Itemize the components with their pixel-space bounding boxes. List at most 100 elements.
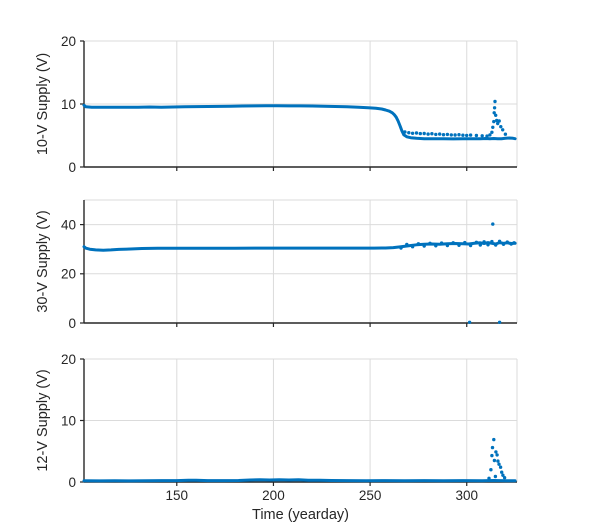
y-tick-label: 0 bbox=[68, 316, 76, 331]
data-point bbox=[428, 241, 432, 245]
data-point bbox=[488, 133, 492, 137]
data-point bbox=[492, 437, 496, 442]
data-point bbox=[445, 132, 450, 137]
data-point bbox=[503, 132, 508, 136]
data-point bbox=[491, 222, 495, 226]
data-point bbox=[468, 133, 473, 137]
data-point bbox=[494, 243, 498, 247]
data-point bbox=[497, 119, 501, 123]
data-point bbox=[498, 465, 503, 469]
data-point bbox=[494, 450, 498, 454]
subplot-30v-supply: 0 20 40 bbox=[61, 199, 518, 331]
data-point bbox=[468, 243, 473, 248]
data-point bbox=[478, 243, 482, 247]
data-point bbox=[438, 132, 442, 136]
data-point bbox=[490, 130, 494, 134]
data-point bbox=[405, 242, 409, 247]
data-point bbox=[434, 132, 438, 137]
data-point bbox=[407, 131, 411, 135]
data-point bbox=[451, 241, 455, 245]
data-point bbox=[493, 99, 497, 104]
y-axis-label-10v: 10-V Supply (V) bbox=[35, 53, 51, 155]
data-point bbox=[422, 131, 426, 136]
data-point bbox=[493, 474, 498, 479]
data-point bbox=[416, 242, 421, 246]
data-point bbox=[403, 130, 407, 134]
data-line bbox=[82, 241, 517, 252]
data-point bbox=[426, 132, 430, 136]
data-point bbox=[414, 131, 419, 135]
data-point bbox=[486, 243, 490, 247]
data-point bbox=[465, 133, 469, 138]
x-tick-label: 300 bbox=[455, 488, 478, 503]
data-point bbox=[492, 119, 496, 124]
data-point bbox=[399, 246, 403, 250]
data-point bbox=[480, 134, 484, 138]
subplot-12v-supply: 150 200 250 300 0 10 20 bbox=[61, 352, 518, 503]
y-axis-label-30v: 30-V Supply (V) bbox=[35, 210, 51, 312]
data-point bbox=[482, 240, 486, 244]
y-tick-label: 0 bbox=[68, 475, 76, 490]
data-point bbox=[490, 445, 495, 450]
data-point bbox=[487, 476, 491, 480]
data-point bbox=[422, 244, 426, 248]
data-point bbox=[501, 242, 506, 246]
data-line bbox=[82, 103, 517, 141]
data-point bbox=[500, 470, 504, 474]
data-point bbox=[489, 468, 493, 472]
data-point bbox=[410, 245, 415, 249]
data-point bbox=[434, 244, 438, 248]
data-point bbox=[501, 128, 505, 132]
data-point bbox=[492, 111, 496, 115]
data-line bbox=[82, 478, 517, 483]
data-point bbox=[410, 131, 415, 135]
subplot-10v-supply: 0 10 20 bbox=[61, 34, 518, 175]
data-point bbox=[499, 125, 503, 129]
data-point bbox=[496, 459, 500, 463]
data-point bbox=[467, 320, 472, 324]
data-point bbox=[494, 113, 498, 118]
data-point bbox=[496, 121, 500, 126]
data-point bbox=[502, 476, 507, 480]
x-tick-label: 250 bbox=[359, 488, 382, 503]
y-tick-label: 20 bbox=[61, 267, 76, 282]
y-tick-label: 20 bbox=[61, 352, 76, 367]
data-point bbox=[491, 125, 495, 129]
data-point bbox=[457, 133, 461, 137]
data-point bbox=[445, 243, 450, 248]
data-point bbox=[457, 243, 461, 247]
data-point bbox=[497, 462, 501, 466]
data-point bbox=[474, 133, 479, 138]
data-point bbox=[490, 453, 494, 458]
x-tick-label: 150 bbox=[166, 488, 189, 503]
data-point bbox=[501, 473, 505, 477]
data-point bbox=[439, 241, 444, 245]
data-point bbox=[474, 240, 479, 244]
data-point bbox=[492, 458, 497, 463]
data-point bbox=[505, 240, 509, 244]
data-point bbox=[512, 241, 516, 245]
data-point bbox=[490, 239, 494, 244]
data-point bbox=[418, 131, 422, 136]
y-tick-label: 0 bbox=[68, 160, 76, 175]
data-point bbox=[509, 242, 513, 246]
y-axis-label-12v: 12-V Supply (V) bbox=[35, 369, 51, 471]
y-tick-label: 10 bbox=[61, 413, 76, 428]
y-tick-label: 20 bbox=[61, 34, 76, 49]
y-tick-label: 10 bbox=[61, 97, 76, 112]
data-point bbox=[485, 134, 489, 138]
data-point bbox=[492, 106, 497, 110]
x-tick-label: 200 bbox=[262, 488, 285, 503]
data-point bbox=[441, 133, 446, 137]
data-point bbox=[430, 132, 434, 136]
x-axis-label: Time (yearday) bbox=[252, 507, 349, 523]
data-point bbox=[495, 453, 499, 457]
data-point bbox=[449, 133, 453, 137]
data-point bbox=[461, 133, 465, 137]
y-tick-label: 40 bbox=[61, 217, 76, 232]
data-point bbox=[453, 133, 457, 137]
data-point bbox=[497, 239, 502, 243]
data-point bbox=[463, 240, 467, 245]
